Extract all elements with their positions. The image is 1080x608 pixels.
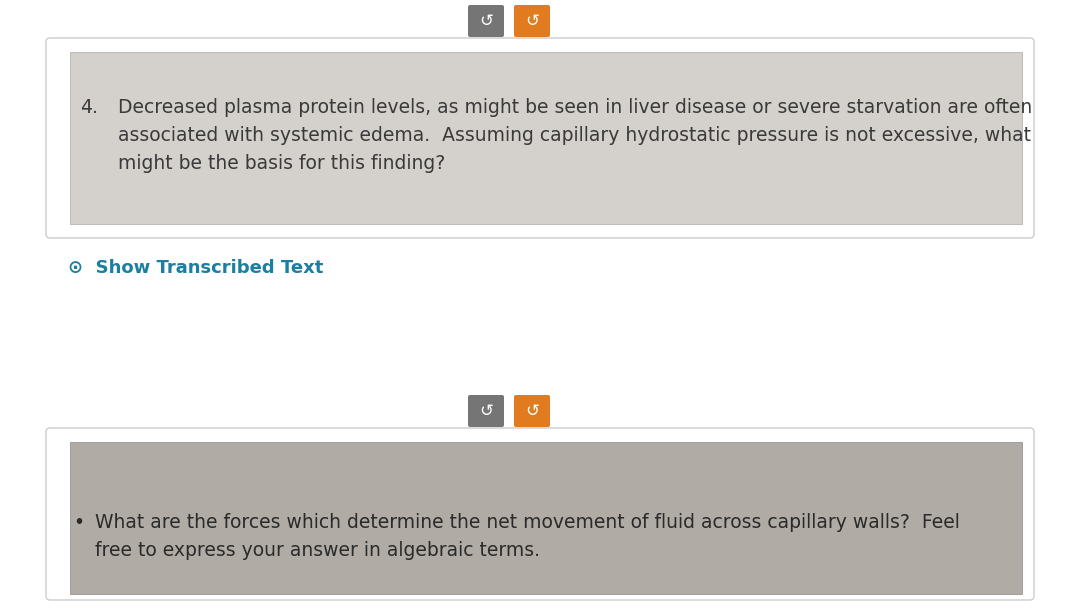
FancyBboxPatch shape xyxy=(46,428,1034,600)
Text: ↺: ↺ xyxy=(480,12,492,30)
FancyBboxPatch shape xyxy=(468,395,504,427)
FancyBboxPatch shape xyxy=(468,5,504,37)
Text: Decreased plasma protein levels, as might be seen in liver disease or severe sta: Decreased plasma protein levels, as migh… xyxy=(118,98,1032,173)
Text: 4.: 4. xyxy=(80,98,98,117)
Bar xyxy=(70,52,1022,224)
Text: ⊙  Show Transcribed Text: ⊙ Show Transcribed Text xyxy=(68,259,323,277)
Text: •: • xyxy=(73,513,84,532)
FancyBboxPatch shape xyxy=(514,395,550,427)
Text: ↺: ↺ xyxy=(525,12,539,30)
Text: What are the forces which determine the net movement of fluid across capillary w: What are the forces which determine the … xyxy=(95,513,960,560)
Text: ↺: ↺ xyxy=(525,402,539,420)
Bar xyxy=(70,442,1022,594)
FancyBboxPatch shape xyxy=(514,5,550,37)
Text: ↺: ↺ xyxy=(480,402,492,420)
FancyBboxPatch shape xyxy=(46,38,1034,238)
